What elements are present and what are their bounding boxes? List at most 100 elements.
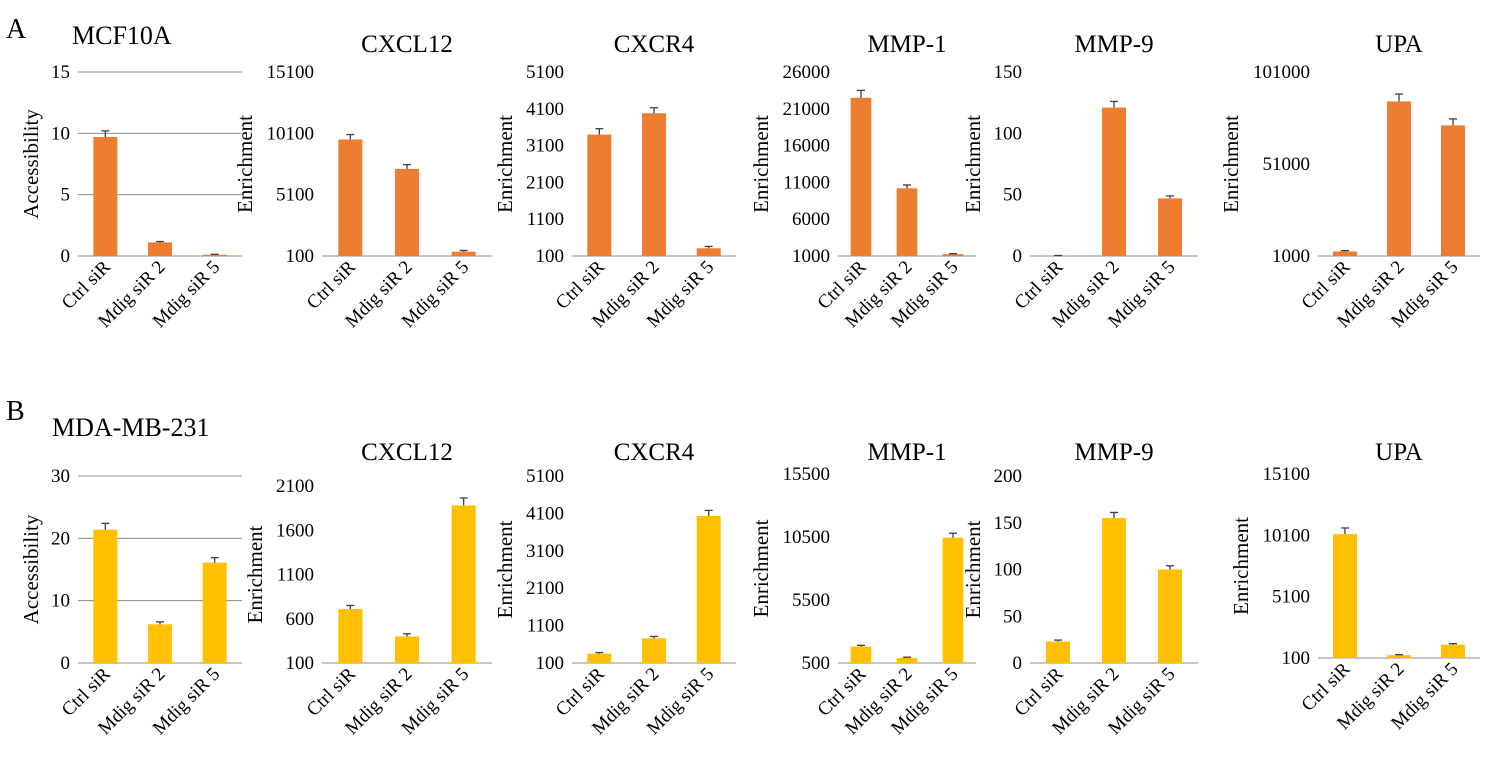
bar [1333, 534, 1357, 658]
y-axis-title: Enrichment [961, 115, 985, 213]
y-tick-label: 3100 [526, 541, 564, 562]
bar [642, 638, 666, 663]
bar [1387, 655, 1411, 658]
bar [202, 562, 227, 663]
bar [1158, 198, 1182, 256]
y-tick-label: 50 [1003, 185, 1022, 206]
y-tick-label: 5100 [526, 62, 564, 83]
y-tick-label: 1600 [276, 520, 314, 541]
bar [93, 137, 118, 256]
y-tick-label: 15100 [267, 62, 315, 83]
y-tick-label: 1100 [277, 565, 314, 586]
bar [338, 609, 363, 663]
chart-title: MMP-9 [1074, 439, 1153, 466]
chart-title: CXCL12 [361, 439, 453, 466]
y-tick-label: 100 [286, 246, 315, 267]
y-tick-label: 150 [994, 513, 1023, 534]
bar [1333, 251, 1357, 256]
y-axis-title: Enrichment [493, 115, 517, 213]
y-axis-title: Enrichment [961, 520, 985, 618]
chart-title: MMP-1 [867, 31, 946, 58]
bar [942, 254, 964, 256]
chart-title: MMP-9 [1074, 31, 1153, 58]
bar [148, 242, 172, 256]
bar [942, 537, 964, 663]
bar [395, 168, 419, 256]
y-tick-label: 21000 [783, 99, 831, 120]
chart-A3: 10011002100310041005100EnrichmentCXCR4Ct… [493, 31, 736, 332]
chart-title: CXCR4 [614, 31, 695, 58]
y-tick-label: 10100 [267, 123, 315, 144]
y-axis-title: Enrichment [749, 115, 773, 213]
y-axis-title: Accessibility [19, 109, 43, 219]
chart-B3: 10011002100310041005100EnrichmentCXCR4Ct… [493, 439, 736, 739]
bar [1441, 125, 1465, 256]
y-axis-title: Enrichment [1229, 517, 1253, 615]
y-tick-label: 500 [802, 653, 831, 674]
y-tick-label: 26000 [783, 62, 831, 83]
y-tick-label: 15 [51, 62, 70, 83]
bar [850, 646, 872, 663]
bar [1441, 644, 1465, 658]
y-tick-label: 2100 [526, 172, 564, 193]
y-axis-title: Enrichment [1219, 115, 1243, 213]
y-tick-label: 4100 [526, 99, 564, 120]
y-tick-label: 15100 [1263, 464, 1311, 485]
y-tick-label: 4100 [526, 503, 564, 524]
y-tick-label: 2100 [526, 578, 564, 599]
y-tick-label: 0 [61, 653, 71, 674]
y-tick-label: 0 [1013, 653, 1023, 674]
bar [451, 251, 476, 256]
bar [587, 134, 612, 256]
y-axis-title: Accessibility [19, 514, 43, 624]
y-tick-label: 11000 [783, 172, 830, 193]
y-tick-label: 0 [61, 246, 71, 267]
bar [451, 505, 476, 663]
panel-letter-b: B [6, 396, 25, 427]
y-tick-label: 1100 [527, 209, 564, 230]
chart-title: CXCL12 [361, 31, 453, 58]
cell-line-label-a: MCF10A [72, 21, 172, 50]
y-tick-label: 16000 [783, 136, 831, 157]
y-tick-label: 10500 [783, 527, 831, 548]
y-axis-title: Enrichment [243, 525, 267, 623]
y-tick-label: 150 [994, 62, 1023, 83]
y-axis-title: Enrichment [749, 519, 773, 617]
bar [642, 113, 666, 256]
y-tick-label: 5100 [526, 466, 564, 487]
y-tick-label: 600 [286, 609, 315, 630]
chart-title: CXCR4 [614, 439, 695, 466]
y-tick-label: 100 [286, 653, 315, 674]
bar [696, 248, 721, 256]
chart-A4: 1000 6000 11000 16000 21000 26000 Enrichment MM… [749, 31, 976, 332]
bar [1102, 107, 1126, 256]
y-tick-label: 5100 [276, 185, 314, 206]
y-tick-label: 6000 [792, 209, 830, 230]
y-tick-label: 101000 [1253, 62, 1310, 83]
chart-title: MMP-1 [867, 439, 946, 466]
y-tick-label: 10100 [1263, 525, 1311, 546]
y-tick-label: 1100 [527, 616, 564, 637]
y-tick-label: 50 [1003, 606, 1022, 627]
y-tick-label: 15500 [783, 464, 831, 485]
bar [1387, 101, 1411, 256]
y-tick-label: 100 [1282, 648, 1311, 669]
panel-letter-a: A [6, 14, 27, 45]
y-tick-label: 20 [51, 528, 70, 549]
bar [896, 188, 918, 256]
y-tick-label: 10 [51, 123, 70, 144]
y-tick-label: 5500 [792, 590, 830, 611]
bar [896, 657, 918, 663]
bar [395, 636, 419, 663]
y-tick-label: 100 [536, 246, 565, 267]
bar [338, 139, 363, 256]
y-tick-label: 1000 [1272, 246, 1310, 267]
bar [1102, 518, 1126, 663]
